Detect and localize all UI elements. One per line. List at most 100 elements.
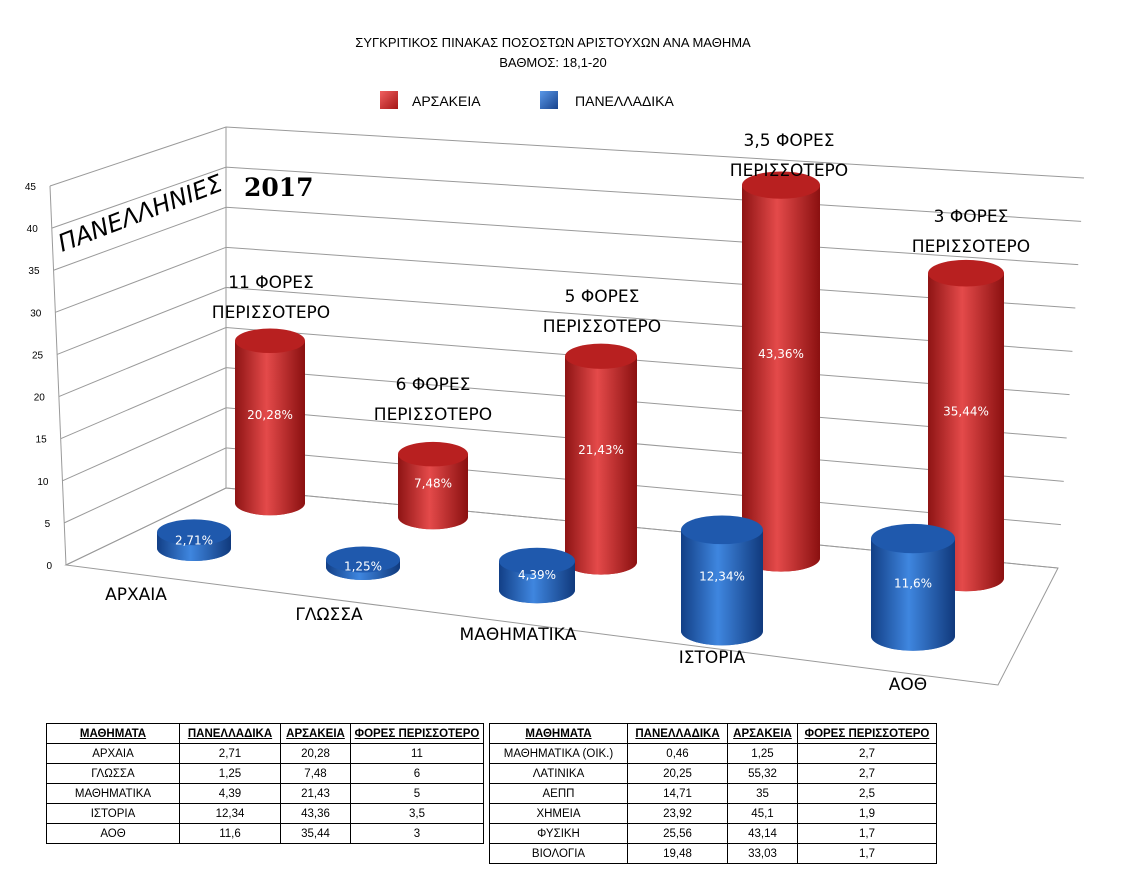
cell: 43,36 — [280, 803, 351, 824]
year-text: 2017 — [244, 173, 314, 202]
bar-arsakeia-body — [928, 273, 1004, 578]
table-row: ΦΥΣΙΚΗ 25,56 43,14 1,7 — [489, 823, 937, 844]
annotation-line2: ΠΕΡΙΣΣΟΤΕΡΟ — [912, 237, 1030, 257]
table-row: ΧΗΜΕΙΑ 23,92 45,1 1,9 — [489, 803, 937, 824]
cell: 2,7 — [797, 743, 937, 764]
th-times-more: ΦΟΡΕΣ ΠΕΡΙΣΣΟΤΕΡΟ — [797, 723, 937, 744]
table-row: ΑΡΧΑΙΑ 2,71 20,28 11 — [46, 743, 484, 764]
bar-arsakeia: 20,28% — [235, 328, 305, 516]
data-label: 12,34% — [699, 569, 745, 583]
chart-title: ΣΥΓΚΡΙΤΙΚΟΣ ΠΙΝΑΚΑΣ ΠΟΣΟΣΤΩΝ ΑΡΙΣΤΟΥΧΩΝ … — [355, 35, 751, 50]
cell: 33,03 — [727, 843, 798, 864]
th-panelladika: ΠΑΝΕΛΛΑΔΙΚΑ — [179, 723, 281, 744]
bar-panelladika: 1,25% — [326, 546, 400, 580]
table-left: ΜΑΘΗΜΑΤΑ ΠΑΝΕΛΛΑΔΙΚΑ ΑΡΣΑΚΕΙΑ ΦΟΡΕΣ ΠΕΡΙ… — [46, 723, 484, 844]
bar-arsakeia-top — [928, 259, 1004, 287]
category-labels: ΑΡΧΑΙΑ ΓΛΩΣΣΑ ΜΑΘΗΜΑΤΙΚΑ ΙΣΤΟΡΙΑ ΑΟΘ — [105, 585, 927, 695]
cell: ΜΑΘΗΜΑΤΙΚΑ (ΟΙΚ.) — [489, 743, 628, 764]
bar-arsakeia-top — [565, 343, 637, 369]
cell: 2,5 — [797, 783, 937, 804]
floor — [64, 487, 1059, 686]
table-row: ΜΑΘΗΜΑΤΙΚΑ 4,39 21,43 5 — [46, 783, 484, 804]
cell: 35 — [727, 783, 798, 804]
cell: 21,43 — [280, 783, 351, 804]
annotation-line2: ΠΕΡΙΣΣΟΤΕΡΟ — [543, 317, 661, 337]
th-arsakeia: ΑΡΣΑΚΕΙΑ — [727, 723, 798, 744]
cell: ΑΟΘ — [46, 823, 180, 844]
annotation-line2: ΠΕΡΙΣΣΟΤΕΡΟ — [212, 303, 330, 323]
bar-arsakeia-bottom — [398, 504, 468, 530]
cell: 12,34 — [179, 803, 281, 824]
y-axis-ticks: 0 5 10 15 20 25 30 35 40 45 — [25, 182, 53, 572]
legend: ΑΡΣΑΚΕΙΑ ΠΑΝΕΛΛΑΔΙΚΑ — [380, 91, 675, 109]
cell: 5 — [350, 783, 484, 804]
annotation-line1: 6 ΦΟΡΕΣ — [396, 375, 471, 395]
bar-arsakeia: 35,44% — [928, 259, 1004, 592]
y-tick-label: 30 — [30, 308, 42, 319]
cell: 3 — [350, 823, 484, 844]
bar-arsakeia-top — [398, 441, 468, 467]
th-arsakeia: ΑΡΣΑΚΕΙΑ — [280, 723, 351, 744]
cell: 1,25 — [179, 763, 281, 784]
bar-panelladika-top — [326, 546, 400, 573]
bar-panelladika-body — [871, 538, 955, 636]
cell: ΙΣΤΟΡΙΑ — [46, 803, 180, 824]
cell: 19,48 — [627, 843, 728, 864]
bar-panelladika-top — [871, 523, 955, 554]
stamp-text: ΠΑΝΕΛΛΗΝΙΕΣ — [54, 169, 227, 258]
bar-arsakeia: 21,43% — [565, 343, 637, 575]
y-tick-label: 25 — [32, 350, 44, 361]
table-row: ΛΑΤΙΝΙΚΑ 20,25 55,32 2,7 — [489, 763, 937, 784]
wall-edge — [49, 185, 67, 566]
th-subject: ΜΑΘΗΜΑΤΑ — [489, 723, 628, 744]
table-row: ΙΣΤΟΡΙΑ 12,34 43,36 3,5 — [46, 803, 484, 824]
cell: 3,5 — [350, 803, 484, 824]
cell: 20,25 — [627, 763, 728, 784]
gridline — [64, 447, 1061, 526]
cell: 45,1 — [727, 803, 798, 824]
bar-arsakeia-body — [235, 340, 305, 503]
annotation-line2: ΠΕΡΙΣΣΟΤΕΡΟ — [730, 161, 848, 181]
cell: ΑΕΠΠ — [489, 783, 628, 804]
cell: ΦΥΣΙΚΗ — [489, 823, 628, 844]
category-label: ΑΡΧΑΙΑ — [105, 585, 167, 605]
bar-arsakeia: 7,48% — [398, 441, 468, 530]
data-label: 43,36% — [758, 347, 804, 361]
cell: ΑΡΧΑΙΑ — [46, 743, 180, 764]
annotation-line1: 3,5 ΦΟΡΕΣ — [744, 131, 835, 151]
data-label: 11,6% — [894, 576, 932, 590]
th-panelladika: ΠΑΝΕΛΛΑΔΙΚΑ — [627, 723, 728, 744]
data-label: 1,25% — [344, 560, 382, 574]
cell: 1,9 — [797, 803, 937, 824]
cell: 0,46 — [627, 743, 728, 764]
chart-subtitle: ΒΑΘΜΟΣ: 18,1-20 — [499, 55, 606, 70]
grid — [49, 126, 1085, 686]
bar-panelladika-bottom — [871, 621, 955, 651]
cell: 7,48 — [280, 763, 351, 784]
bar-panelladika-bottom — [681, 616, 763, 646]
bar-panelladika: 4,39% — [499, 547, 575, 604]
bar-panelladika-top — [681, 515, 763, 545]
table-row: ΒΙΟΛΟΓΙΑ 19,48 33,03 1,7 — [489, 843, 937, 864]
category-label: ΑΟΘ — [889, 675, 927, 695]
bars: 20,28% 7,48% 21,43% 43,36% 35,44% 2,71% 1,25% 4… — [157, 171, 1004, 651]
cell: 1,25 — [727, 743, 798, 764]
annotation-line1: 3 ΦΟΡΕΣ — [934, 207, 1009, 227]
bar-panelladika-top — [499, 547, 575, 575]
cell: 23,92 — [627, 803, 728, 824]
cell: ΛΑΤΙΝΙΚΑ — [489, 763, 628, 784]
data-label: 4,39% — [518, 568, 556, 582]
table-row: ΑΟΘ 11,6 35,44 3 — [46, 823, 484, 844]
cell: 14,71 — [627, 783, 728, 804]
bar-panelladika-bottom — [499, 576, 575, 604]
cell: 1,7 — [797, 823, 937, 844]
bar-arsakeia-bottom — [565, 549, 637, 575]
bar-panelladika: 2,71% — [157, 519, 231, 561]
legend-label-arsakeia: ΑΡΣΑΚΕΙΑ — [412, 93, 481, 109]
bar-arsakeia-top — [235, 328, 305, 354]
cell: 11,6 — [179, 823, 281, 844]
gridline — [58, 327, 1070, 398]
annotations: 11 ΦΟΡΕΣ ΠΕΡΙΣΣΟΤΕΡΟ 6 ΦΟΡΕΣ ΠΕΡΙΣΣΟΤΕΡΟ 5 Φ… — [212, 131, 1030, 425]
bar-arsakeia: 43,36% — [742, 171, 820, 572]
data-label: 7,48% — [414, 476, 452, 490]
